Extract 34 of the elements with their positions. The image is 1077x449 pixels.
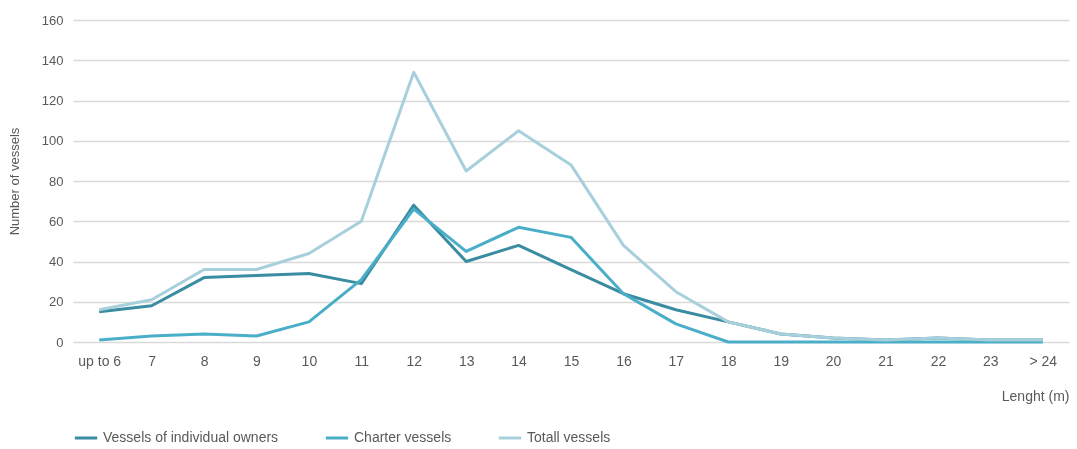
line-series [97,70,1045,342]
y-tick-label: 0 [56,334,64,350]
x-tick-label: 13 [458,352,475,369]
x-tick-label: 17 [668,352,685,369]
legend-label: Vessels of individual owners [103,429,279,445]
y-tick-label: 100 [41,133,64,149]
x-axis-title: Lenght (m) [1001,387,1070,404]
y-tick-label: 20 [49,294,64,310]
x-tick-label: 23 [983,352,999,369]
y-tick-label: 120 [41,93,64,108]
x-tick-label: > 24 [1029,352,1058,369]
y-tick-label: 160 [41,12,64,28]
y-axis-title: Number of vessels [6,127,22,236]
x-tick-label: 8 [200,352,209,369]
x-tick-label: 22 [930,352,947,369]
y-tick-label: 40 [49,254,64,269]
x-tick-label: 20 [825,352,842,369]
x-tick-label: 7 [148,352,157,369]
x-tick-label: 14 [511,352,528,369]
x-tick-label: up to 6 [78,352,122,369]
x-tick-label: 11 [354,352,370,369]
x-tick-label: 15 [563,352,580,369]
y-tick-label: 60 [49,213,64,229]
y-tick-label: 140 [41,52,64,68]
x-tick-label: 10 [301,352,318,369]
x-tick-label: 12 [406,352,423,369]
y-tick-label: 80 [49,173,64,189]
x-tick-label: 19 [773,352,790,369]
x-tick-label: 16 [616,352,632,369]
x-tick-label: 18 [720,352,737,369]
x-tick-label: 9 [253,352,262,369]
x-tick-label: 21 [878,352,895,369]
legend-label: Totall vessels [527,429,611,445]
legend-label: Charter vessels [354,429,452,445]
